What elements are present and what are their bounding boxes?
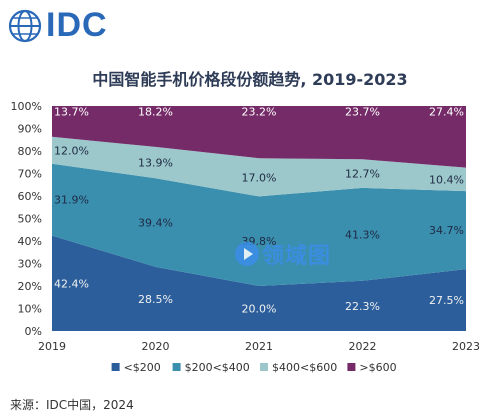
y-tick-label: 20% (18, 280, 42, 293)
data-label: 20.0% (242, 303, 277, 316)
chart-title: 中国智能手机价格段份额趋势, 2019-2023 (92, 70, 408, 89)
x-tick-label: 2019 (38, 340, 66, 353)
y-tick-label: 10% (18, 303, 42, 316)
watermark: 领域图 (234, 238, 331, 270)
data-label: 39.4% (138, 217, 173, 230)
data-label: 13.9% (138, 157, 173, 170)
y-tick-label: 40% (18, 235, 42, 248)
x-tick-label: 2022 (349, 340, 377, 353)
legend-swatch (111, 363, 120, 371)
watermark-text: 领域图 (262, 244, 332, 269)
y-tick-label: 60% (18, 190, 42, 203)
data-label: 42.4% (54, 277, 89, 290)
data-label: 28.5% (138, 293, 173, 306)
y-tick-label: 70% (18, 168, 42, 181)
area-$400<$600 (52, 136, 466, 197)
y-tick-label: 0% (25, 325, 42, 338)
legend-swatch (172, 363, 181, 371)
source-note: 来源：IDC中国，2024 (10, 398, 134, 412)
legend-swatch (347, 363, 356, 371)
data-label: 18.2% (138, 106, 173, 119)
data-label: 27.5% (429, 294, 464, 307)
legend-swatch (260, 363, 268, 371)
legend-label: <$200 (124, 361, 161, 374)
brand-name: IDC (46, 6, 108, 44)
data-label: 41.3% (345, 228, 380, 241)
legend-label: >$600 (359, 361, 396, 374)
data-label: 27.4% (429, 106, 464, 119)
data-label: 17.0% (242, 171, 277, 184)
y-tick-label: 80% (18, 145, 42, 158)
y-tick-label: 50% (18, 213, 42, 226)
y-tick-label: 100% (11, 100, 42, 113)
idc-logo: IDC (8, 6, 108, 45)
data-label: 34.7% (429, 224, 464, 237)
area-<$200 (52, 235, 466, 331)
data-label: 23.2% (242, 106, 277, 119)
area-$200<$400 (52, 163, 466, 286)
legend-label: $200<$400 (185, 361, 250, 374)
play-icon (235, 242, 259, 266)
data-label: 12.0% (54, 144, 89, 157)
data-label: 13.7% (54, 106, 89, 119)
data-label: 12.7% (345, 168, 380, 181)
data-label: 22.3% (345, 300, 380, 313)
data-label: 23.7% (345, 106, 380, 119)
x-tick-label: 2021 (245, 340, 273, 353)
y-tick-label: 30% (18, 258, 42, 271)
y-tick-label: 90% (18, 123, 42, 136)
data-label: 10.4% (429, 173, 464, 186)
x-tick-label: 2020 (142, 340, 170, 353)
x-tick-label: 2023 (452, 340, 480, 353)
legend-label: $400<$600 (272, 361, 337, 374)
area->$600 (52, 106, 466, 168)
data-label: 31.9% (54, 194, 89, 207)
globe-icon (8, 9, 42, 42)
